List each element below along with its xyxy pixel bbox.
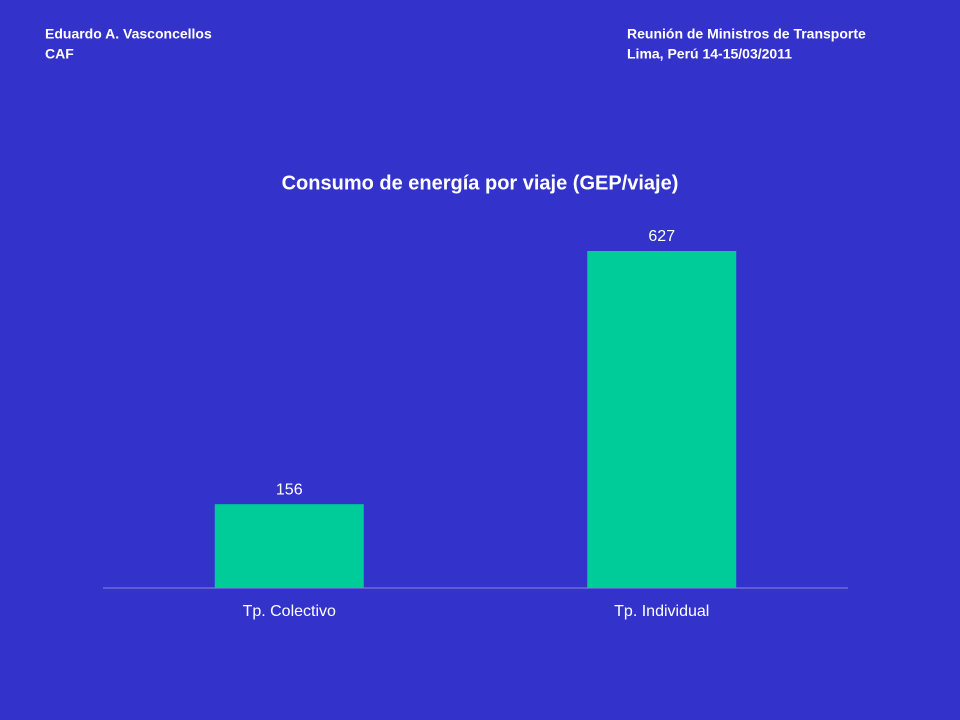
x-tick-label: Tp. Colectivo bbox=[243, 603, 336, 620]
x-tick-label: Tp. Individual bbox=[614, 603, 709, 620]
bar bbox=[214, 504, 364, 588]
header-left-line: CAF bbox=[45, 46, 74, 62]
bar bbox=[587, 251, 737, 588]
header-left-line: Eduardo A. Vasconcellos bbox=[45, 26, 212, 42]
data-label: 627 bbox=[648, 228, 675, 245]
header-right-line: Lima, Perú 14-15/03/2011 bbox=[627, 46, 792, 62]
chart-title: Consumo de energía por viaje (GEP/viaje) bbox=[282, 172, 679, 194]
data-label: 156 bbox=[276, 481, 303, 498]
header-right-line: Reunión de Ministros de Transporte bbox=[627, 26, 866, 42]
